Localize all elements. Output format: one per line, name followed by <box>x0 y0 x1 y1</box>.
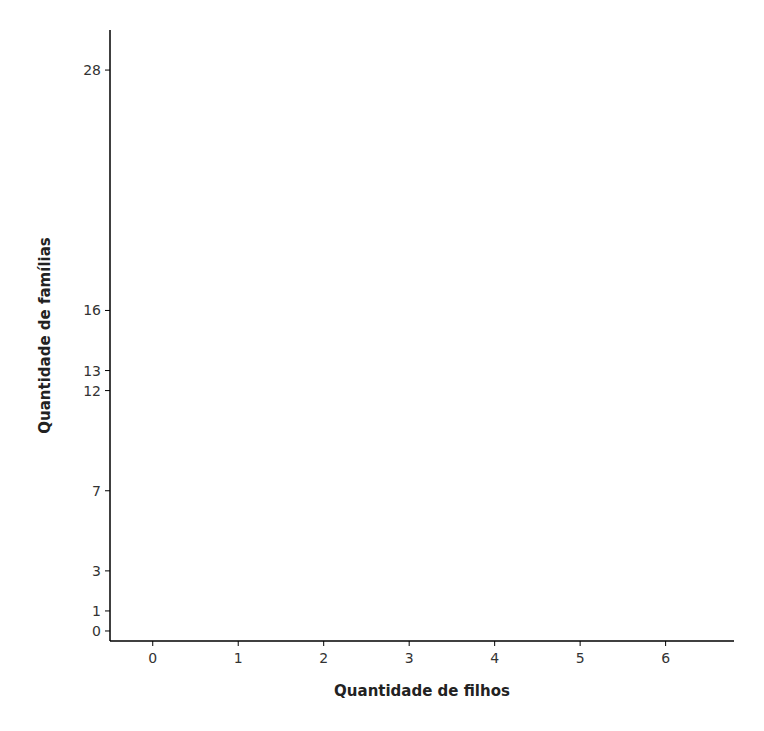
chart-container: 0123456013712131628Quantidade de filhosQ… <box>0 0 764 731</box>
y-tick <box>105 490 110 491</box>
y-tick <box>105 70 110 71</box>
y-tick <box>105 390 110 391</box>
y-tick-label: 28 <box>83 62 101 78</box>
x-tick <box>665 641 666 646</box>
y-tick <box>105 310 110 311</box>
y-tick-label: 16 <box>83 302 101 318</box>
y-tick <box>105 370 110 371</box>
x-tick-label: 4 <box>490 650 499 666</box>
y-tick-label: 12 <box>83 383 101 399</box>
y-tick-label: 1 <box>92 603 101 619</box>
x-tick <box>494 641 495 646</box>
x-axis-line <box>110 640 734 642</box>
y-tick <box>105 610 110 611</box>
y-tick-label: 3 <box>92 563 101 579</box>
x-tick <box>238 641 239 646</box>
x-tick-label: 2 <box>319 650 328 666</box>
x-tick <box>409 641 410 646</box>
y-tick <box>105 630 110 631</box>
y-tick <box>105 570 110 571</box>
chart-svg: 0123456013712131628Quantidade de filhosQ… <box>0 0 764 731</box>
axes: 0123456013712131628 <box>83 30 734 666</box>
x-tick-label: 5 <box>576 650 585 666</box>
x-tick <box>580 641 581 646</box>
y-axis-line <box>109 30 111 641</box>
y-axis-title: Quantidade de famílias <box>36 237 54 433</box>
y-tick-label: 13 <box>83 363 101 379</box>
x-tick-label: 1 <box>234 650 243 666</box>
y-tick-label: 0 <box>92 623 101 639</box>
y-tick-label: 7 <box>92 483 101 499</box>
x-tick-label: 0 <box>148 650 157 666</box>
x-tick <box>323 641 324 646</box>
x-axis-title: Quantidade de filhos <box>334 682 510 700</box>
x-tick-label: 3 <box>405 650 414 666</box>
x-tick <box>152 641 153 646</box>
x-tick-label: 6 <box>661 650 670 666</box>
